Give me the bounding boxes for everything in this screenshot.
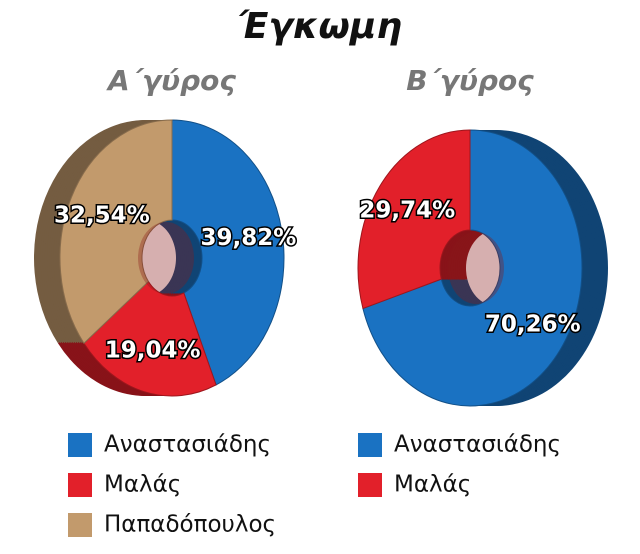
legend-swatch [68,433,92,457]
legend-label: Αναστασιάδης [104,432,271,458]
slice [357,129,471,310]
legend-label: Αναστασιάδης [394,432,561,458]
legend-swatch [358,433,382,457]
donut-hole [448,232,504,304]
legend-swatch [68,473,92,497]
legend-label: Μαλάς [104,472,181,498]
legend-swatch [68,513,92,537]
slice [83,280,217,397]
value-label: 29,74% [359,197,455,223]
legend-label: Παπαδόπουλος [104,512,276,538]
donut-hole [138,222,194,294]
chart-subtitle: Β΄γύρος [406,64,534,97]
slice [171,119,285,386]
slice [362,129,583,407]
chart-subtitle: Α΄γύρος [106,64,236,97]
legend-label: Μαλάς [394,472,471,498]
value-label: 32,54% [54,203,150,229]
legend-swatch [358,473,382,497]
value-label: 70,26% [485,312,581,338]
chart-title: Έγκωμη [238,6,402,47]
slice [59,119,173,345]
value-label: 39,82% [201,225,297,251]
value-label: 19,04% [105,338,201,364]
